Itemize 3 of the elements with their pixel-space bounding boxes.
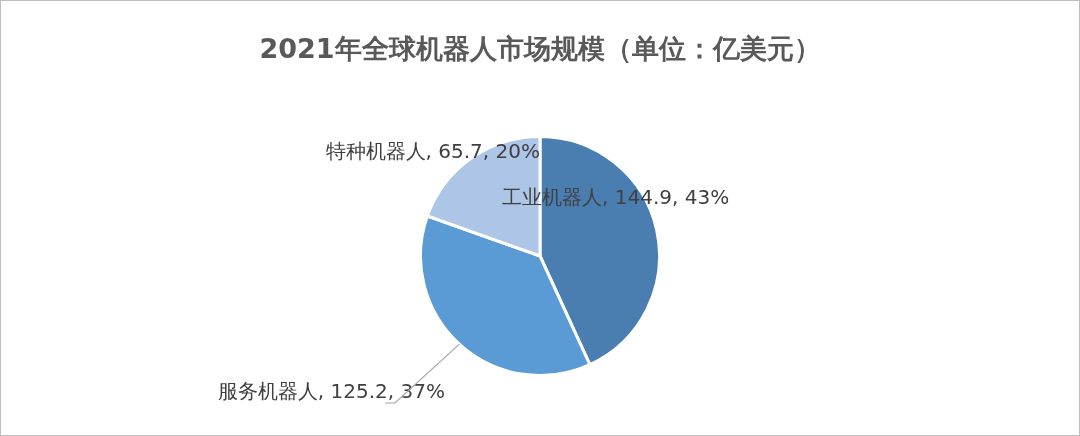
slice-label: 特种机器人, 65.7, 20%: [325, 139, 540, 164]
chart-title: 2021年全球机器人市场规模（单位：亿美元）: [258, 32, 822, 66]
slice-label: 服务机器人, 125.2, 37%: [217, 379, 445, 404]
